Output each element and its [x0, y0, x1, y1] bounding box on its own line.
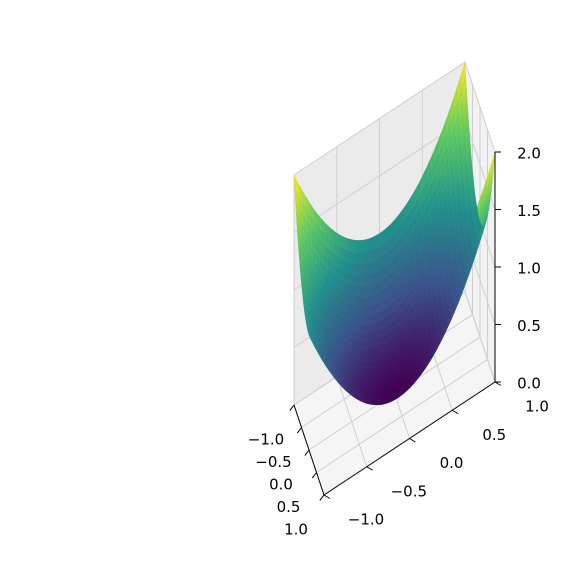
- y-axis-tick-1-label: −0.5: [391, 482, 427, 500]
- y-axis-tick-3-label: 0.5: [482, 426, 506, 444]
- x-axis-tick-2-label: 0.0: [269, 476, 293, 494]
- x-axis-tick-1-tick: [296, 427, 302, 434]
- x-axis-tick-4-label: 1.0: [284, 521, 308, 539]
- axes-ticks: −1.0 −0.5 0.0 0.5 1.0 −1.0 −0.5 0.0 0.5 1.0 0.0 0.5…: [248, 145, 549, 539]
- x-axis-tick-2-tick: [304, 449, 310, 456]
- y-axis-tick-3-tick: [451, 409, 459, 415]
- z-axis-tick-4-label: 2.0: [517, 145, 541, 163]
- surface-patch: [293, 174, 299, 195]
- z-axis-tick-1-label: 0.5: [517, 317, 541, 335]
- x-axis-tick-0-tick: [289, 404, 295, 411]
- x-axis-tick-0-label: −1.0: [248, 431, 284, 449]
- y-axis-tick-2-label: 0.0: [440, 454, 464, 472]
- x-axis-tick-3-tick: [311, 472, 317, 479]
- z-axis-tick-0-label: 0.0: [517, 375, 541, 393]
- z-axis-tick-3-label: 1.5: [517, 202, 541, 220]
- surface-mesh: [293, 61, 496, 406]
- x-axis-tick-4-tick: [319, 494, 325, 501]
- y-axis-tick-2-tick: [409, 438, 416, 443]
- y-axis-tick-4-tick: [494, 381, 502, 386]
- x-axis-tick-3-label: 0.5: [277, 498, 301, 516]
- x-axis-tick-1-label: −0.5: [255, 453, 291, 471]
- y-axis-tick-0-tick: [323, 494, 331, 499]
- y-axis-tick-4-label: 1.0: [525, 398, 549, 416]
- z-axis-tick-2-label: 1.0: [517, 260, 541, 278]
- y-axis-tick-1-tick: [366, 466, 373, 471]
- y-axis-tick-0-label: −1.0: [348, 511, 384, 529]
